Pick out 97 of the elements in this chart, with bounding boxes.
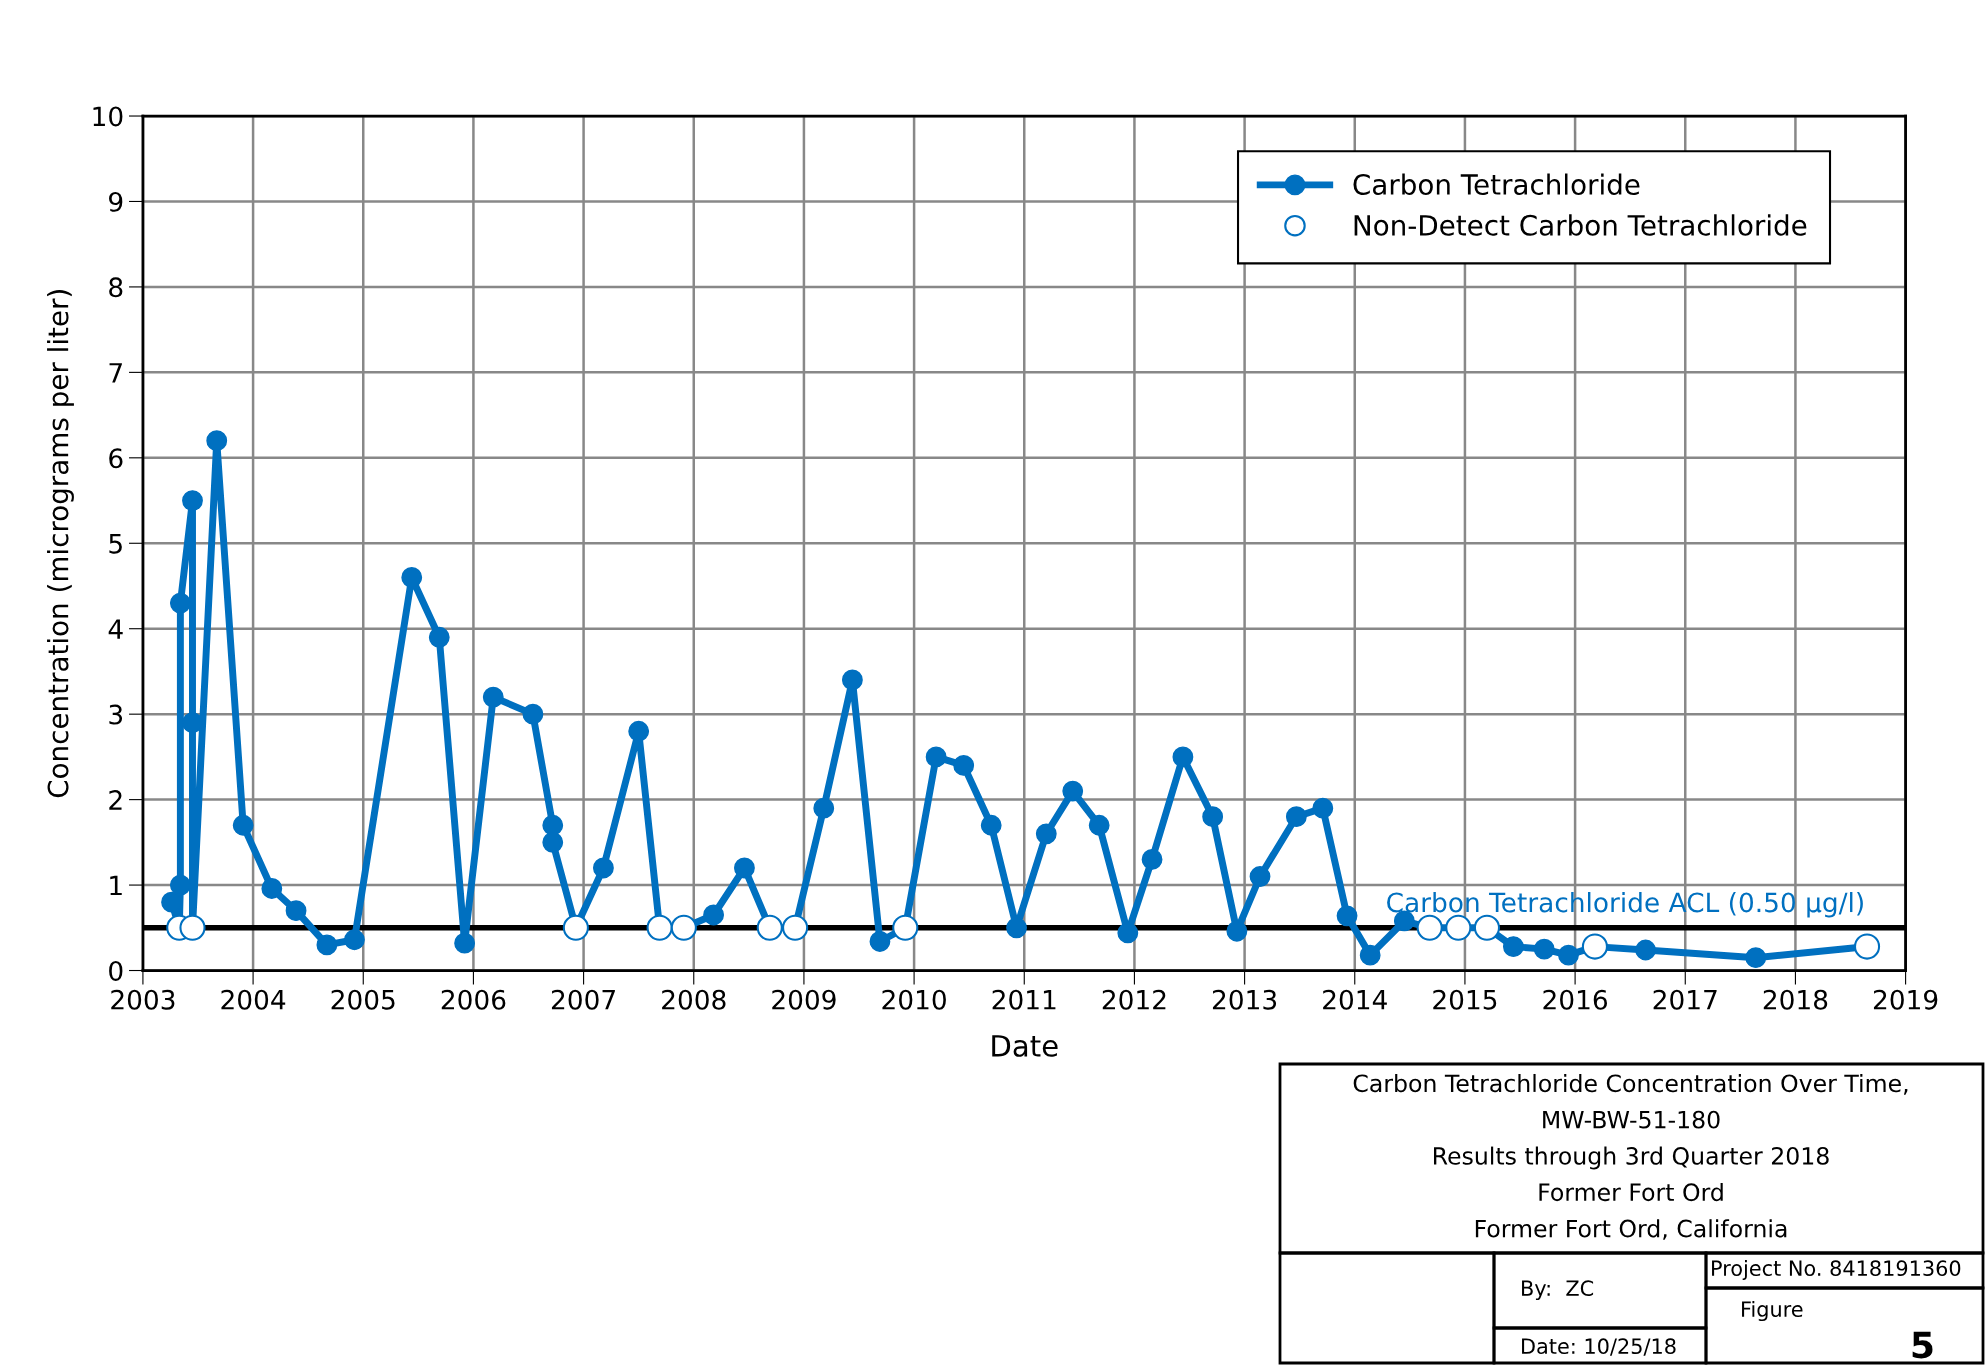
x-tick-label: 2003 [111, 989, 175, 1010]
point [179, 914, 206, 941]
point [703, 904, 725, 926]
x-tick-label: 2007 [551, 989, 615, 1010]
point [1226, 920, 1248, 942]
point [1473, 914, 1501, 941]
point [1533, 938, 1555, 960]
point [522, 703, 544, 725]
point [756, 914, 783, 941]
point [285, 900, 307, 922]
x-tick-label: 2008 [662, 989, 726, 1010]
x-tick-label: 2014 [1323, 989, 1387, 1010]
x-axis-title: Date [992, 1035, 1058, 1057]
point [1202, 806, 1224, 828]
x-tick-label: 2013 [1212, 989, 1277, 1010]
point [734, 857, 755, 879]
point [646, 914, 673, 941]
x-tick-label: 2011 [992, 989, 1056, 1010]
point [1558, 944, 1579, 966]
point [1745, 947, 1767, 969]
point [1359, 944, 1381, 966]
point [344, 929, 365, 951]
x-tick-label: 2005 [331, 989, 395, 1010]
point [428, 626, 450, 648]
y-tick-label: 7 [109, 363, 122, 383]
point [1006, 917, 1027, 939]
point [813, 797, 835, 819]
point [454, 932, 476, 954]
text: Project No. 8418191360 [1712, 1259, 1961, 1281]
point [1062, 780, 1084, 802]
x-tick-label: 2010 [882, 989, 946, 1010]
x-tick-label: 2019 [1873, 989, 1938, 1010]
y-tick-label: 3 [109, 704, 123, 725]
point [169, 592, 191, 614]
text: Carbon Tetrachloride Concentration Over Time, MW-BW-51-180 Results through 3rd Quarter 2018 Former Fort Ord Former Fort Ord, California [1353, 1073, 1908, 1240]
point [261, 878, 283, 899]
x-tick-label: 2017 [1653, 989, 1717, 1010]
point [1117, 922, 1139, 944]
point [1088, 814, 1110, 836]
point [562, 914, 589, 941]
point [316, 934, 338, 956]
x-tick-label: 2009 [772, 989, 836, 1010]
y-tick-label: 9 [109, 191, 123, 212]
point [206, 430, 228, 452]
y-tick-label: 10 [93, 106, 123, 127]
point [1853, 933, 1881, 960]
point [628, 720, 650, 742]
text: 5 [1912, 1331, 1933, 1359]
point [542, 814, 564, 836]
text: Date: 10/25/18 [1522, 1338, 1676, 1356]
point [869, 931, 891, 952]
point [232, 814, 254, 836]
point [1035, 823, 1057, 845]
ref-line-label: Carbon Tetrachloride ACL (0.50 µg/l) [1387, 892, 1863, 918]
point [1249, 866, 1271, 887]
x-tick-label: 2015 [1433, 989, 1497, 1010]
point [482, 686, 504, 708]
point [1312, 797, 1334, 819]
point [925, 746, 947, 768]
legend-label: Non-Detect Carbon Tetrachloride [1354, 214, 1807, 236]
point [1502, 936, 1524, 958]
point [1285, 806, 1307, 828]
point [182, 490, 203, 511]
point [182, 712, 203, 734]
point [593, 857, 614, 879]
point [782, 914, 809, 941]
y-tick-label: 1 [110, 875, 122, 896]
text: By: ZC [1522, 1280, 1594, 1301]
y-tick-label: 5 [109, 534, 122, 554]
y-tick-label: 8 [109, 277, 123, 298]
point [1416, 914, 1443, 941]
point [1172, 746, 1194, 768]
point [542, 831, 564, 853]
y-tick-label: 0 [109, 960, 123, 981]
x-tick-label: 2016 [1543, 989, 1608, 1010]
x-tick-label: 2004 [221, 989, 286, 1010]
point [1635, 939, 1657, 961]
point [670, 914, 697, 941]
point [1445, 914, 1472, 941]
point [1581, 933, 1608, 960]
y-axis-title: Concentration (micrograms per liter) [47, 290, 74, 798]
point [1141, 849, 1163, 870]
x-tick-label: 2018 [1763, 989, 1828, 1010]
text: Figure [1742, 1300, 1803, 1322]
y-tick-label: 2 [109, 790, 122, 810]
x-tick-label: 2012 [1102, 989, 1166, 1010]
point [169, 874, 191, 896]
point [953, 755, 975, 776]
point [980, 814, 1002, 836]
point [841, 669, 863, 691]
point [892, 914, 919, 941]
y-tick-label: 6 [109, 448, 123, 469]
point [1336, 905, 1358, 927]
y-tick-label: 4 [108, 619, 123, 639]
point [401, 567, 423, 588]
x-tick-label: 2006 [441, 989, 506, 1010]
legend-label: Carbon Tetrachloride [1353, 173, 1640, 195]
